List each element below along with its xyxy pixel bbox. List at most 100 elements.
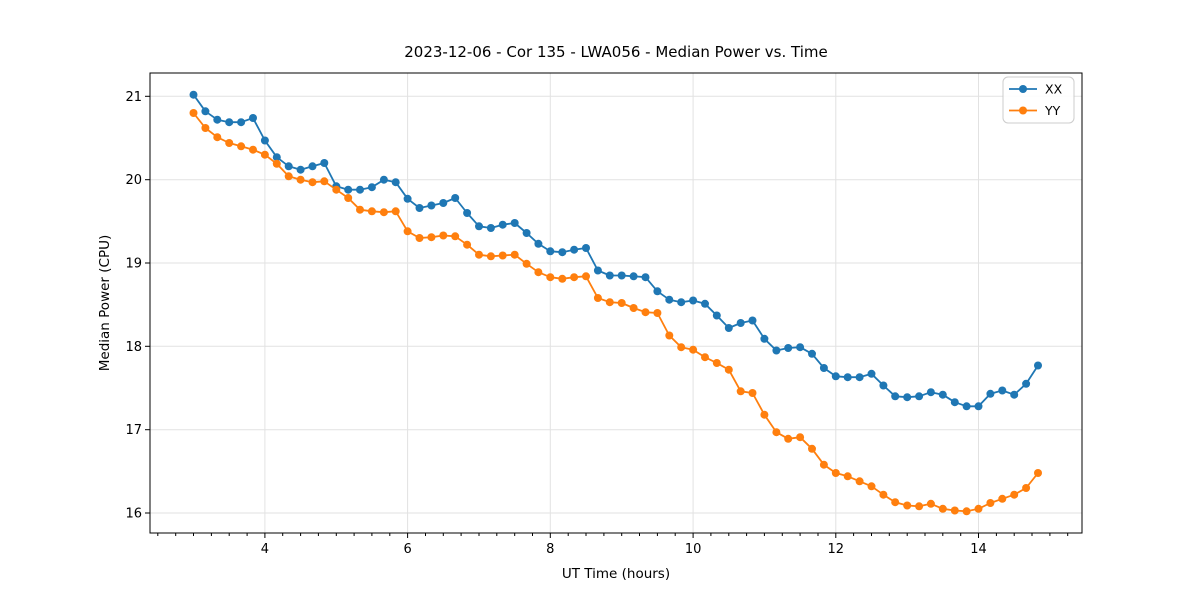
series-xx-marker <box>736 319 745 327</box>
y-tick-label: 21 <box>125 90 142 105</box>
series-yy-marker <box>653 309 662 317</box>
series-xx-marker <box>391 178 400 187</box>
series-yy-marker <box>986 499 995 507</box>
series-xx-marker <box>784 344 793 352</box>
series-yy-marker <box>891 498 900 507</box>
series-yy-marker <box>867 482 876 491</box>
series-yy-marker <box>701 353 709 362</box>
series-xx-marker <box>998 386 1007 395</box>
series-yy-marker <box>938 504 947 513</box>
series-xx-marker <box>308 162 317 171</box>
series-yy-marker <box>748 389 757 397</box>
series-xx-marker <box>439 199 448 207</box>
legend-label: YY <box>1044 103 1061 118</box>
series-yy-marker <box>451 232 460 241</box>
x-tick-label: 4 <box>261 542 269 557</box>
series-yy-marker <box>879 490 888 499</box>
series-xx-marker <box>546 247 555 256</box>
legend-box <box>1002 76 1075 124</box>
series-yy-marker <box>831 469 840 477</box>
series-xx-marker <box>475 222 483 231</box>
series-yy-marker <box>379 208 388 217</box>
series-yy-marker <box>808 444 816 453</box>
series-xx-marker <box>641 273 650 282</box>
series-yy-marker <box>629 304 638 312</box>
x-tick-label: 6 <box>403 542 411 557</box>
y-tick-label: 16 <box>125 507 142 522</box>
series-xx-marker <box>986 389 995 398</box>
series-xx-marker <box>617 271 626 280</box>
series-yy-marker <box>498 251 507 260</box>
series-yy-marker <box>486 252 495 261</box>
series-xx-marker <box>570 245 579 254</box>
series-yy-marker <box>605 298 614 307</box>
series-xx-marker <box>237 118 246 127</box>
series-xx-marker <box>701 299 709 308</box>
series-yy-marker <box>260 150 269 159</box>
series-yy-marker <box>998 494 1007 503</box>
series-yy-marker <box>736 387 745 396</box>
x-axis-label: UT Time (hours) <box>562 566 670 582</box>
series-yy-marker <box>962 507 971 516</box>
series-xx-marker <box>796 343 805 352</box>
series-yy-marker <box>284 172 293 181</box>
series-xx-marker <box>879 381 888 390</box>
series-yy-marker <box>689 345 698 354</box>
series-yy-marker <box>546 273 555 282</box>
series-xx-marker <box>665 295 674 304</box>
series-yy-marker <box>272 159 281 168</box>
series-xx-marker <box>808 349 816 358</box>
series-xx-marker <box>629 272 638 281</box>
series-xx-marker <box>213 115 222 124</box>
series-xx-marker <box>891 392 900 401</box>
series-yy-marker <box>510 250 519 259</box>
series-yy-marker <box>593 294 602 302</box>
series-yy-marker <box>344 194 353 202</box>
series-xx-marker <box>225 118 234 127</box>
series-yy-marker <box>926 499 935 508</box>
series-xx-marker <box>1022 379 1031 388</box>
series-xx-marker <box>415 204 424 212</box>
series-yy-marker <box>237 142 246 151</box>
series-xx-marker <box>260 136 269 145</box>
x-tick-label: 10 <box>685 542 702 557</box>
grid <box>150 73 1082 533</box>
series-xx-marker <box>522 229 531 237</box>
plot-border <box>149 72 1083 534</box>
series-yy-marker <box>819 460 828 469</box>
series-yy-marker <box>855 477 864 486</box>
series-xx-marker <box>510 219 519 227</box>
series-yy-marker <box>724 365 733 374</box>
series-yy-marker <box>641 308 650 317</box>
series-xx-marker <box>451 194 460 202</box>
legend-sample-marker <box>1019 85 1027 93</box>
series-yy-marker <box>1034 469 1042 477</box>
y-tick-label: 19 <box>125 257 142 272</box>
legend-sample-marker <box>1019 106 1027 115</box>
series-yy-marker <box>403 227 412 236</box>
series-yy-marker <box>189 109 198 117</box>
series-xx-marker <box>867 369 876 378</box>
axis-ticks <box>145 95 1069 538</box>
series-xx-marker <box>356 185 364 194</box>
series-xx-marker <box>367 183 376 192</box>
y-tick-label: 17 <box>125 423 142 438</box>
series-xx-marker <box>748 316 757 325</box>
series-xx-marker <box>772 346 781 355</box>
series-yy-marker <box>784 434 793 443</box>
series-yy-marker <box>534 268 543 277</box>
series-yy-marker <box>677 343 686 352</box>
series-xx-marker <box>926 388 935 397</box>
series-xx-marker <box>296 165 305 174</box>
series-xx-marker <box>855 373 864 382</box>
series-yy-marker <box>950 506 959 515</box>
x-tick-label: 8 <box>546 542 554 557</box>
series-yy-marker <box>320 177 329 186</box>
series-xx-marker <box>677 298 686 307</box>
series-yy-marker <box>915 502 924 511</box>
series-xx-marker <box>689 296 698 305</box>
series-yy-marker <box>796 433 805 442</box>
x-tick-label: 14 <box>970 542 987 557</box>
series-yy-marker <box>760 410 769 419</box>
series-xx-marker <box>938 390 947 399</box>
